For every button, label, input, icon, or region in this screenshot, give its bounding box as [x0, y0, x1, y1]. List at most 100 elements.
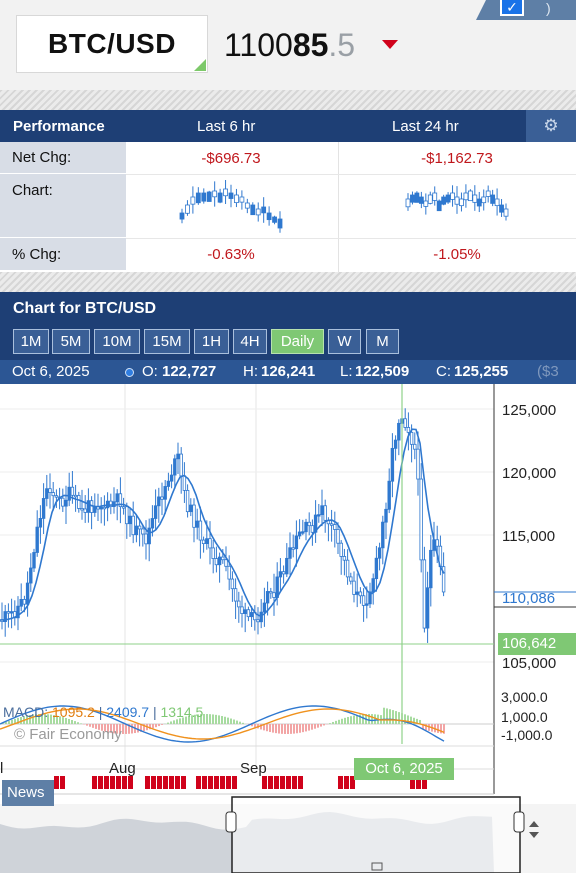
macd-histogram-bar [404, 714, 406, 724]
candle-body [269, 591, 273, 594]
macd-histogram-bar [32, 714, 34, 724]
top-widget-tab [476, 0, 576, 20]
macd-histogram-bar [218, 715, 220, 724]
candle-body [157, 496, 161, 507]
candle-body [310, 525, 315, 533]
sparkline-candle [244, 202, 250, 209]
ohlc-open: 122,727 [162, 363, 217, 380]
candle-body [115, 493, 119, 503]
candle-body [61, 497, 65, 507]
macd-histogram-bar [437, 724, 439, 733]
macd-histogram-bar [410, 716, 412, 724]
macd-histogram-bar [269, 724, 271, 732]
news-marker [214, 776, 219, 789]
timeframe-button-10m[interactable]: 10M [94, 329, 140, 354]
macd-histogram-bar [80, 723, 82, 724]
timeframe-button-w[interactable]: W [328, 329, 361, 354]
candle-body [233, 588, 238, 602]
macd-histogram-bar [65, 718, 67, 724]
macd-histogram-bar [266, 724, 268, 732]
candle-body [409, 431, 414, 445]
divider-stripe [0, 90, 576, 110]
macd-histogram-bar [392, 710, 394, 724]
candle-body [118, 493, 123, 508]
macd-histogram-bar [113, 724, 115, 734]
ohlc-high: 126,241 [261, 363, 316, 380]
macd-histogram-bar [320, 724, 322, 727]
candle-body [278, 571, 283, 578]
macd-histogram-bar [38, 714, 40, 724]
chart-canvas[interactable] [0, 384, 576, 873]
macd-histogram-bar [11, 719, 13, 724]
sparkline-candle [234, 194, 239, 204]
x-tick-label: l [0, 760, 4, 777]
price-chart[interactable]: 125,000 120,000 115,000 105,000 110,086 … [0, 384, 576, 873]
price-main: 1100 [224, 27, 293, 63]
symbol-selector[interactable]: BTC/USD [16, 15, 208, 73]
performance-title: Performance [13, 118, 105, 135]
candle-body [342, 556, 347, 561]
news-marker [298, 776, 303, 789]
candle-body [83, 508, 87, 513]
candle-body [73, 494, 78, 498]
news-toggle[interactable]: News [2, 780, 54, 806]
news-marker [208, 776, 213, 789]
candle-body [345, 559, 350, 578]
candle-body [377, 547, 382, 559]
timeframe-button-4h[interactable]: 4H [233, 329, 267, 354]
news-marker [416, 776, 421, 789]
sparkline-candle [272, 216, 277, 223]
timeframe-button-daily[interactable]: Daily [271, 329, 324, 354]
ohlc-close-label: C: [436, 363, 451, 380]
macd-value-3: 1314.5 [160, 704, 204, 720]
macd-histogram-bar [161, 724, 163, 725]
macd-histogram-bar [200, 714, 202, 724]
macd-histogram-bar [206, 714, 208, 724]
macd-histogram-bar [356, 714, 358, 724]
candle-body [422, 559, 427, 629]
candle-body [205, 538, 209, 545]
macd-histogram-bar [137, 724, 139, 733]
news-marker [196, 776, 201, 789]
candle-body [336, 529, 340, 544]
macd-histogram-bar [182, 717, 184, 724]
sparkline-24hr [405, 184, 509, 221]
macd-histogram-bar [305, 724, 307, 732]
sparkline-candle [472, 194, 478, 203]
sort-down-icon [529, 832, 539, 838]
macd-histogram-bar [35, 714, 37, 724]
macd-histogram-bar [317, 724, 319, 728]
news-marker [116, 776, 121, 789]
ohlc-low: 122,509 [355, 363, 410, 380]
candle-body [301, 531, 305, 534]
macd-histogram-bar [197, 714, 199, 724]
macd-histogram-bar [101, 724, 103, 731]
macd-histogram-bar [368, 714, 370, 724]
macd-histogram-bar [422, 724, 424, 729]
macd-histogram-bar [95, 724, 97, 729]
candle-body [406, 427, 411, 433]
candle-body [48, 488, 52, 493]
macd-histogram-bar [425, 724, 427, 730]
candle-body [323, 505, 327, 521]
timeframe-button-5m[interactable]: 5M [52, 329, 90, 354]
timeframe-button-m[interactable]: M [366, 329, 399, 354]
candle-body [333, 524, 337, 530]
timeframe-button-1h[interactable]: 1H [194, 329, 229, 354]
timeframe-button-1m[interactable]: 1M [13, 329, 49, 354]
macd-histogram-bar [275, 724, 277, 734]
candle-body [54, 495, 59, 498]
candle-body [413, 443, 417, 450]
performance-header: Performance Last 6 hr Last 24 hr ⚙ [0, 110, 576, 142]
row-label-pct-chg: % Chg: [0, 238, 126, 271]
overview-window [231, 796, 521, 873]
timeframe-button-15m[interactable]: 15M [144, 329, 190, 354]
gear-icon[interactable]: ⚙ [526, 110, 576, 142]
candle-body [349, 576, 353, 582]
candle-body [240, 606, 244, 614]
macd-histogram-bar [224, 716, 226, 724]
macd-histogram-bar [140, 724, 142, 732]
candle-body [307, 521, 311, 527]
checkbox-icon[interactable]: ✓ [500, 0, 524, 16]
macd-histogram-bar [338, 719, 340, 724]
